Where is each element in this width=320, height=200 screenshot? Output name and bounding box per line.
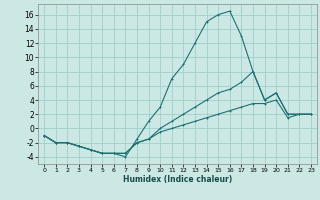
X-axis label: Humidex (Indice chaleur): Humidex (Indice chaleur) [123, 175, 232, 184]
